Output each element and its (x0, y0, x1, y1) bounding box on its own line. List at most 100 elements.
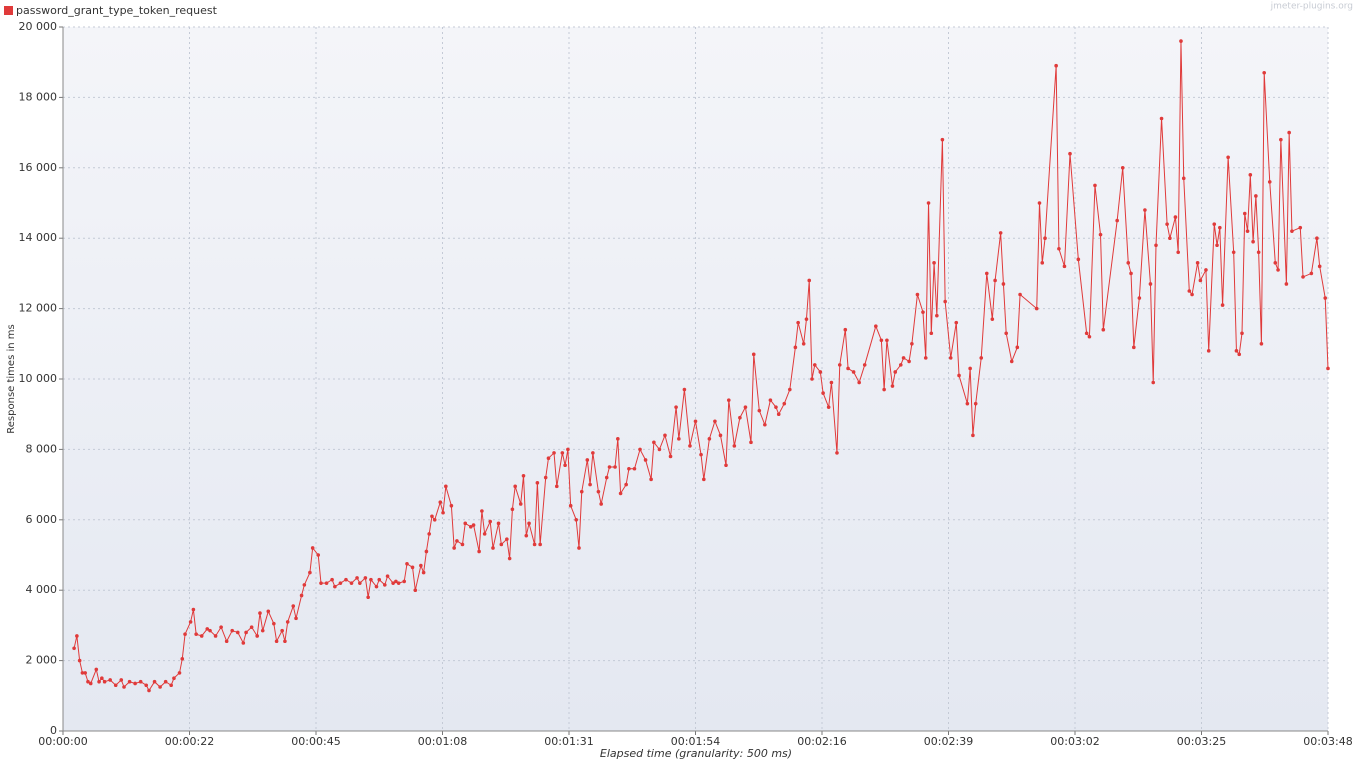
data-point (907, 359, 911, 364)
data-point (943, 299, 947, 304)
data-point (1132, 345, 1136, 350)
data-point (391, 581, 395, 585)
data-point (1190, 292, 1194, 297)
data-point (452, 546, 456, 550)
data-point (796, 320, 800, 325)
data-point (632, 466, 637, 471)
data-point (984, 271, 989, 276)
data-point (213, 634, 218, 638)
data-point (1054, 63, 1058, 68)
data-point (585, 458, 590, 462)
data-point (1151, 380, 1156, 385)
data-point (1195, 261, 1200, 265)
data-point (410, 565, 415, 570)
data-point (274, 639, 279, 644)
data-point (366, 595, 370, 600)
data-point (499, 542, 504, 547)
data-point (677, 437, 681, 441)
data-point (613, 465, 617, 469)
data-point (874, 324, 878, 329)
data-point (1218, 225, 1222, 230)
data-point (776, 412, 781, 417)
data-point (319, 581, 323, 585)
data-point (108, 678, 112, 682)
data-point (1220, 303, 1225, 307)
data-point (818, 370, 823, 374)
data-point (230, 628, 235, 633)
data-point (249, 625, 254, 629)
data-point (702, 477, 706, 482)
data-point (102, 679, 107, 684)
data-point (1001, 282, 1006, 286)
data-point (599, 502, 603, 506)
data-point (316, 553, 321, 557)
data-point (377, 577, 382, 582)
data-point (693, 419, 698, 424)
data-point (355, 576, 359, 580)
data-point (224, 639, 229, 644)
data-point (804, 317, 809, 321)
data-point (455, 539, 459, 543)
data-point (1234, 349, 1239, 353)
y-axis-label: Response times in ms (6, 324, 17, 433)
data-point (94, 667, 99, 672)
data-point (1009, 359, 1014, 364)
data-point (527, 521, 531, 526)
y-tick-label: 12 000 (19, 302, 58, 315)
data-point (482, 532, 487, 536)
data-point (624, 482, 628, 487)
x-tick-label: 00:03:25 (1177, 735, 1226, 748)
data-point (77, 658, 82, 663)
data-point (524, 533, 529, 538)
data-point (258, 611, 262, 615)
data-point (1159, 116, 1164, 121)
data-point (427, 532, 431, 536)
data-point (72, 646, 76, 651)
data-point (1298, 225, 1303, 230)
data-point (1040, 261, 1045, 265)
data-point (1057, 246, 1061, 251)
data-point (405, 562, 409, 566)
data-point (627, 466, 631, 471)
data-point (358, 581, 362, 585)
data-point (152, 679, 157, 684)
data-point (1173, 215, 1178, 219)
data-point (1181, 176, 1186, 181)
data-point (1248, 173, 1253, 177)
data-point (163, 679, 168, 684)
data-point (973, 401, 978, 406)
y-tick-label: 14 000 (19, 231, 58, 244)
data-point (862, 363, 867, 367)
legend-label: password_grant_type_token_request (16, 4, 218, 17)
data-point (1301, 275, 1305, 279)
data-point (1015, 345, 1020, 350)
data-point (1043, 236, 1047, 240)
y-tick-label: 18 000 (19, 90, 58, 103)
data-point (1251, 239, 1255, 244)
data-point (518, 502, 523, 506)
data-point (1168, 236, 1172, 240)
data-point (333, 584, 337, 589)
data-point (885, 338, 889, 343)
data-point (1309, 271, 1314, 276)
data-point (513, 484, 517, 489)
data-point (663, 433, 667, 438)
data-point (1179, 39, 1183, 43)
data-point (554, 484, 559, 489)
data-point (369, 577, 373, 582)
data-point (1165, 222, 1169, 226)
data-point (147, 688, 151, 693)
data-point (344, 577, 348, 582)
data-point (574, 518, 579, 522)
data-point (935, 313, 939, 318)
data-point (1237, 352, 1242, 357)
data-point (310, 546, 315, 550)
data-point (563, 463, 567, 468)
data-point (618, 491, 623, 496)
data-point (488, 519, 493, 524)
grid (59, 26, 1329, 735)
data-point (591, 451, 595, 455)
data-point (901, 356, 906, 360)
y-tick-label: 0 (50, 724, 57, 737)
x-tick-label: 00:01:54 (671, 735, 720, 748)
